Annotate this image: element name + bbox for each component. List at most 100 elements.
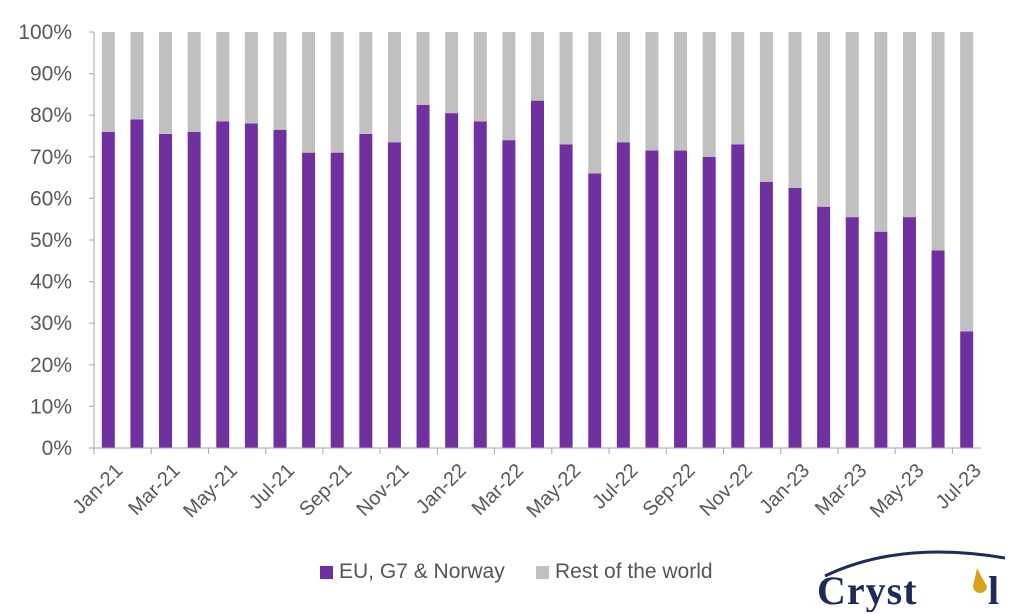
y-tick-label: 70% <box>30 146 72 169</box>
bar-rest-of-world <box>330 32 344 153</box>
bar-rest-of-world <box>902 32 916 218</box>
bar-eu-g7-norway <box>159 133 173 449</box>
bar-rest-of-world <box>244 32 258 124</box>
bar-rest-of-world <box>531 32 544 101</box>
svg-text:Cryst: Cryst <box>817 568 918 612</box>
x-tick-label: Sep-22 <box>639 460 700 521</box>
x-tick-label: Sep-21 <box>295 460 356 521</box>
bar-rest-of-world <box>874 32 888 232</box>
x-tick-label: Jul-23 <box>932 460 986 514</box>
legend-label-rest-of-world: Rest of the world <box>555 560 713 583</box>
bar-rest-of-world <box>674 32 688 151</box>
bar-eu-g7-norway <box>531 100 544 448</box>
bar-eu-g7-norway <box>588 173 602 448</box>
legend-label-eu-g7-norway: EU, G7 & Norway <box>339 560 505 583</box>
bar-eu-g7-norway <box>559 144 573 448</box>
bar-eu-g7-norway <box>960 331 974 448</box>
bar-rest-of-world <box>473 32 487 122</box>
bar-rest-of-world <box>759 32 773 182</box>
y-tick-label: 50% <box>30 229 72 252</box>
x-tick-label: Mar-22 <box>468 460 528 520</box>
crystol-logo: Cryst l <box>817 550 1006 612</box>
bar-rest-of-world <box>445 32 459 114</box>
x-tick-label: Jan-23 <box>755 460 814 519</box>
bar-rest-of-world <box>502 32 516 141</box>
bar-series <box>101 32 974 449</box>
bar-eu-g7-norway <box>731 144 745 448</box>
x-tick-label: Nov-21 <box>352 460 413 521</box>
bar-eu-g7-norway <box>445 113 459 449</box>
y-tick-label: 40% <box>30 271 72 294</box>
stacked-bar-chart: 0% 10% 20% 30% 40% 50% 60% 70% 80% 90% 100% Jan-21… <box>18 21 986 523</box>
bar-eu-g7-norway <box>359 133 373 449</box>
bar-rest-of-world <box>960 32 974 332</box>
y-tick-label: 20% <box>30 354 72 377</box>
x-tick-label: Jan-21 <box>69 460 128 519</box>
legend-item-eu-g7-norway: EU, G7 & Norway <box>320 560 505 584</box>
svg-text:l: l <box>988 568 999 612</box>
bar-eu-g7-norway <box>845 217 859 448</box>
x-tick-label: Mar-23 <box>811 460 871 520</box>
bar-rest-of-world <box>931 32 945 251</box>
bar-eu-g7-norway <box>244 123 258 449</box>
bar-rest-of-world <box>216 32 230 122</box>
y-tick-label: 0% <box>42 437 72 460</box>
bar-rest-of-world <box>645 32 659 151</box>
bar-eu-g7-norway <box>759 181 773 448</box>
bar-eu-g7-norway <box>187 131 201 448</box>
legend: EU, G7 & Norway Rest of the world <box>0 560 1024 590</box>
bar-eu-g7-norway <box>645 150 659 448</box>
bar-rest-of-world <box>559 32 573 145</box>
x-tick-label: Nov-22 <box>696 460 757 521</box>
y-tick-label: 100% <box>18 21 72 44</box>
bar-rest-of-world <box>159 32 173 134</box>
bar-eu-g7-norway <box>387 142 401 449</box>
bar-eu-g7-norway <box>788 188 802 448</box>
bar-rest-of-world <box>359 32 373 134</box>
legend-swatch-rest-of-world <box>536 565 549 579</box>
y-tick-label: 30% <box>30 312 72 335</box>
bar-rest-of-world <box>101 32 115 132</box>
bar-rest-of-world <box>187 32 201 132</box>
bar-eu-g7-norway <box>273 129 287 448</box>
bar-eu-g7-norway <box>674 150 688 448</box>
bar-rest-of-world <box>616 32 630 143</box>
bar-eu-g7-norway <box>302 152 316 448</box>
y-tick-label: 80% <box>30 104 72 127</box>
bar-rest-of-world <box>302 32 316 153</box>
bar-eu-g7-norway <box>931 250 945 448</box>
x-tick-label: Jan-22 <box>412 460 471 519</box>
bar-rest-of-world <box>845 32 859 218</box>
legend-swatch-eu-g7-norway <box>320 565 333 579</box>
bar-rest-of-world <box>731 32 745 145</box>
bar-eu-g7-norway <box>216 121 230 448</box>
bar-rest-of-world <box>130 32 144 120</box>
bar-eu-g7-norway <box>616 142 630 449</box>
bar-rest-of-world <box>788 32 802 188</box>
bar-eu-g7-norway <box>874 231 888 448</box>
bar-rest-of-world <box>817 32 831 207</box>
legend-item-rest-of-world: Rest of the world <box>536 560 713 584</box>
x-tick-label: May-22 <box>523 460 586 523</box>
bar-eu-g7-norway <box>101 131 115 448</box>
bar-rest-of-world <box>702 32 716 157</box>
y-tick-label: 60% <box>30 187 72 210</box>
bar-eu-g7-norway <box>416 104 430 449</box>
x-tick-label: Jul-22 <box>588 460 642 514</box>
bar-eu-g7-norway <box>702 156 716 449</box>
x-tick-label: Mar-21 <box>124 460 184 520</box>
y-axis: 0% 10% 20% 30% 40% 50% 60% 70% 80% 90% 100% <box>18 21 95 460</box>
x-tick-label: Jul-21 <box>245 460 299 514</box>
bar-rest-of-world <box>387 32 401 143</box>
bar-eu-g7-norway <box>473 121 487 448</box>
x-tick-label: May-21 <box>179 460 242 523</box>
bar-eu-g7-norway <box>330 152 344 448</box>
bar-eu-g7-norway <box>817 206 831 448</box>
y-tick-label: 10% <box>30 395 72 418</box>
y-tick-label: 90% <box>30 63 72 86</box>
bar-eu-g7-norway <box>502 140 516 448</box>
bar-rest-of-world <box>588 32 602 174</box>
bar-rest-of-world <box>416 32 430 105</box>
bar-eu-g7-norway <box>130 119 144 449</box>
